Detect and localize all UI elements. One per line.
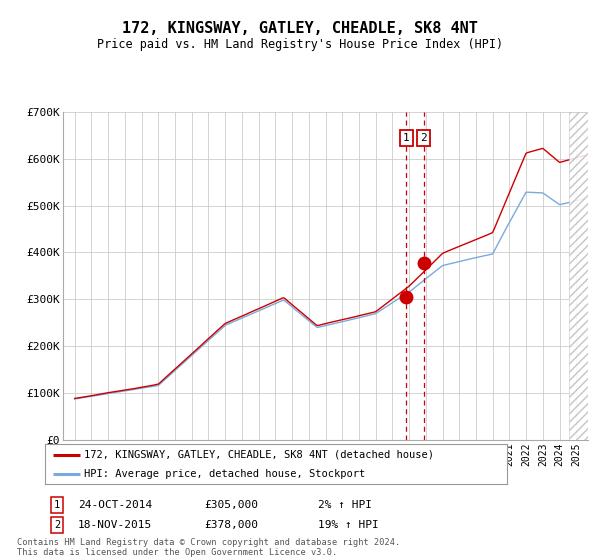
Text: 19% ↑ HPI: 19% ↑ HPI (318, 520, 379, 530)
Text: 24-OCT-2014: 24-OCT-2014 (78, 500, 152, 510)
Text: 2: 2 (54, 520, 60, 530)
Text: 172, KINGSWAY, GATLEY, CHEADLE, SK8 4NT: 172, KINGSWAY, GATLEY, CHEADLE, SK8 4NT (122, 21, 478, 36)
Text: £305,000: £305,000 (204, 500, 258, 510)
Text: HPI: Average price, detached house, Stockport: HPI: Average price, detached house, Stoc… (84, 469, 365, 479)
Text: Price paid vs. HM Land Registry's House Price Index (HPI): Price paid vs. HM Land Registry's House … (97, 38, 503, 51)
Bar (569, 112, 588, 440)
Text: Contains HM Land Registry data © Crown copyright and database right 2024.
This d: Contains HM Land Registry data © Crown c… (17, 538, 400, 557)
Text: 2% ↑ HPI: 2% ↑ HPI (318, 500, 372, 510)
Text: 1: 1 (54, 500, 60, 510)
Text: 2: 2 (421, 133, 427, 143)
Text: 18-NOV-2015: 18-NOV-2015 (78, 520, 152, 530)
Text: 172, KINGSWAY, GATLEY, CHEADLE, SK8 4NT (detached house): 172, KINGSWAY, GATLEY, CHEADLE, SK8 4NT … (84, 450, 434, 460)
Text: 1: 1 (403, 133, 409, 143)
Text: £378,000: £378,000 (204, 520, 258, 530)
